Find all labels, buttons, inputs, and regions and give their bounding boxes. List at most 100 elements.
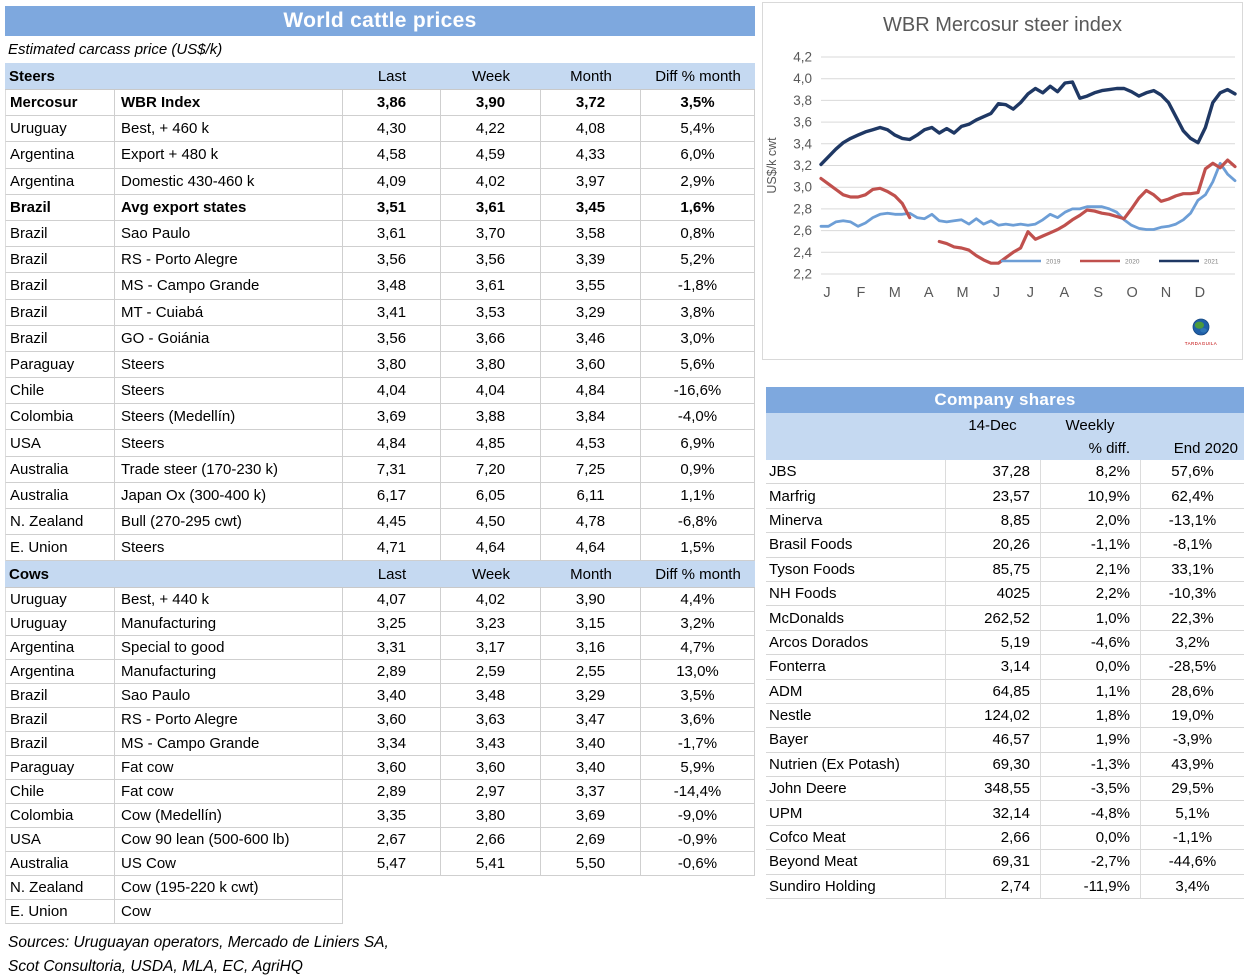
row-country: Brazil [5,708,115,733]
company-price: 3,14 [945,655,1040,680]
row-value-2: 3,29 [541,299,641,326]
row-value-0: 2,67 [343,828,441,853]
row-value-0: 3,25 [343,612,441,637]
row-value-3: 5,6% [641,351,755,379]
row-country: E. Union [5,900,115,925]
y-tick-label: 2,4 [793,245,812,260]
row-value-0: 4,07 [343,588,441,613]
row-country: Brazil [5,194,115,221]
row-value-2: 3,15 [541,612,641,637]
table-row: Brazil RS - Porto Alegre 3,56 3,56 3,39 5,2% [5,247,755,274]
section-name: Cows [9,565,50,583]
row-value-2: 4,08 [541,116,641,143]
company-row: JBS 37,28 8,2% 57,6% [766,460,1244,485]
row-value-1: 2,59 [441,660,541,685]
row-value-2: 3,84 [541,404,641,431]
row-country: Argentina [5,168,115,195]
row-value-0 [343,900,441,924]
sources-note: Sources: Uruguayan operators, Mercado de… [5,924,755,979]
row-value-0: 4,09 [343,168,441,195]
row-value-0: 3,60 [343,708,441,733]
legend-label-2021: 2021 [1204,259,1219,266]
row-value-0: 3,34 [343,732,441,757]
company-row: Bayer 46,57 1,9% -3,9% [766,728,1244,753]
row-value-0: 4,30 [343,116,441,143]
company-row: Brasil Foods 20,26 -1,1% -8,1% [766,533,1244,558]
row-value-2: 2,69 [541,828,641,853]
company-end-2020: 29,5% [1140,777,1244,802]
page-title: World cattle prices [5,6,755,36]
company-name: Tyson Foods [766,558,945,582]
table-row: Brazil MS - Campo Grande 3,48 3,61 3,55 -1,8% [5,273,755,300]
row-value-2: 3,47 [541,708,641,733]
y-tick-label: 3,6 [793,115,812,130]
y-tick-label: 2,8 [793,201,812,216]
row-value-0: 5,47 [343,852,441,877]
company-end-2020: 28,6% [1140,679,1244,704]
row-value-3: 13,0% [641,660,755,685]
row-value-1: 3,90 [441,90,541,117]
table-row: Brazil RS - Porto Alegre 3,60 3,63 3,47 3,6% [5,708,755,733]
row-value-3: -1,7% [641,732,755,757]
row-value-3: 3,8% [641,299,755,326]
company-end-2020: -1,1% [1140,825,1244,851]
row-value-2 [541,876,641,900]
company-name: ADM [766,680,945,704]
x-tick-label: J [993,285,1000,301]
row-value-0: 4,84 [343,430,441,457]
row-value-3: 5,4% [641,116,755,143]
row-description: Best, + 460 k [115,116,343,143]
company-end-2020: -13,1% [1140,508,1244,534]
row-description: MT - Cuiabá [115,299,343,326]
company-end-2020: 5,1% [1140,801,1244,826]
company-name: Bayer [766,728,945,753]
company-end-2020: -3,9% [1140,728,1244,753]
company-name: Minerva [766,509,945,534]
company-weekly-diff: 10,9% [1040,484,1140,509]
row-value-0 [343,876,441,900]
row-value-0: 3,48 [343,273,441,300]
row-country: Argentina [5,636,115,661]
row-value-1: 3,61 [441,273,541,300]
column-header-pct-diff: % diff. [1088,440,1130,457]
row-value-2: 3,72 [541,90,641,117]
row-description: Avg export states [115,194,343,221]
company-end-2020: 33,1% [1140,557,1244,582]
row-value-2: 4,53 [541,430,641,457]
row-value-2: 5,50 [541,852,641,877]
row-value-2: 2,55 [541,660,641,685]
company-weekly-diff: 1,0% [1040,606,1140,631]
company-price: 5,19 [945,630,1040,656]
row-value-0: 7,31 [343,456,441,483]
row-value-0: 2,89 [343,780,441,805]
row-country: USA [5,828,115,853]
row-value-0: 3,31 [343,636,441,661]
tardaguila-logo: TARDAGUILA [1181,318,1221,346]
row-value-1: 4,85 [441,430,541,457]
row-value-3: 3,6% [641,708,755,733]
row-value-3: -4,0% [641,404,755,431]
column-header-date: 14-Dec [968,417,1017,434]
row-value-2: 3,90 [541,588,641,613]
company-name: Brasil Foods [766,533,945,558]
table-row: E. Union Cow [5,900,755,925]
row-value-3: 3,0% [641,325,755,352]
company-weekly-diff: -11,9% [1040,874,1140,900]
company-row: Marfrig 23,57 10,9% 62,4% [766,484,1244,509]
row-value-2: 3,40 [541,732,641,757]
row-value-3: 1,6% [641,194,755,221]
row-country: Colombia [5,404,115,431]
table-row: Brazil MT - Cuiabá 3,41 3,53 3,29 3,8% [5,299,755,326]
table-row: Argentina Manufacturing 2,89 2,59 2,55 13,0% [5,660,755,685]
column-header-2: Month [570,565,612,583]
row-value-1: 3,61 [441,194,541,221]
row-country: Brazil [5,299,115,326]
table-row: Paraguay Fat cow 3,60 3,60 3,40 5,9% [5,756,755,781]
company-end-2020: 62,4% [1140,484,1244,509]
column-header-2: Month [570,67,612,85]
row-value-2: 3,46 [541,325,641,352]
row-value-0: 3,40 [343,684,441,709]
row-value-2: 3,45 [541,194,641,221]
row-description: WBR Index [115,90,343,117]
row-value-3: -16,6% [641,378,755,405]
